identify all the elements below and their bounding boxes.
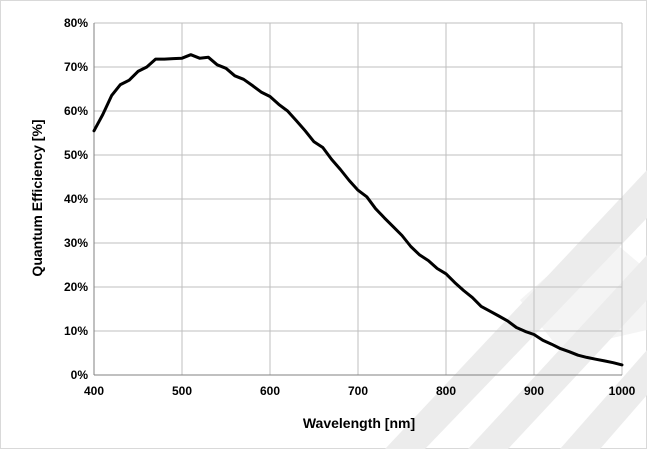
watermark-shape — [520, 230, 647, 350]
y-tick-label: 10% — [64, 324, 88, 338]
y-tick-label: 70% — [64, 60, 88, 74]
y-tick-label: 80% — [64, 16, 88, 30]
x-tick-label: 400 — [84, 384, 104, 398]
qe-series-line — [92, 53, 624, 367]
y-tick-label: 30% — [64, 236, 88, 250]
y-tick-labels: 0% 10% 20% 30% 40% 50% 60% 70% 80% — [64, 16, 88, 382]
y-tick-label: 0% — [71, 368, 89, 382]
axes — [93, 23, 622, 376]
x-tick-label: 800 — [436, 384, 456, 398]
x-tick-label: 900 — [524, 384, 544, 398]
x-tick-label: 600 — [260, 384, 280, 398]
x-tick-label: 700 — [348, 384, 368, 398]
x-axis-title: Wavelength [nm] — [303, 415, 415, 431]
watermark-logo — [385, 170, 647, 449]
gridlines — [93, 22, 623, 376]
watermark-band — [385, 170, 647, 449]
y-axis-title: Quantum Efficiency [%] — [29, 119, 45, 276]
y-tick-label: 20% — [64, 280, 88, 294]
x-tick-labels: 400 500 600 700 800 900 1000 — [84, 384, 636, 398]
watermark-band — [560, 350, 647, 449]
x-tick-label: 500 — [172, 384, 192, 398]
y-tick-label: 40% — [64, 192, 88, 206]
x-tick-label: 1000 — [609, 384, 636, 398]
y-tick-label: 50% — [64, 148, 88, 162]
series-group — [92, 53, 624, 367]
y-tick-label: 60% — [64, 104, 88, 118]
